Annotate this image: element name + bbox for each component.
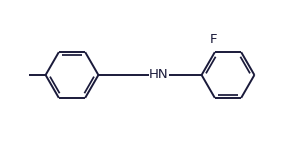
Text: F: F bbox=[210, 33, 217, 46]
Text: HN: HN bbox=[149, 69, 169, 81]
